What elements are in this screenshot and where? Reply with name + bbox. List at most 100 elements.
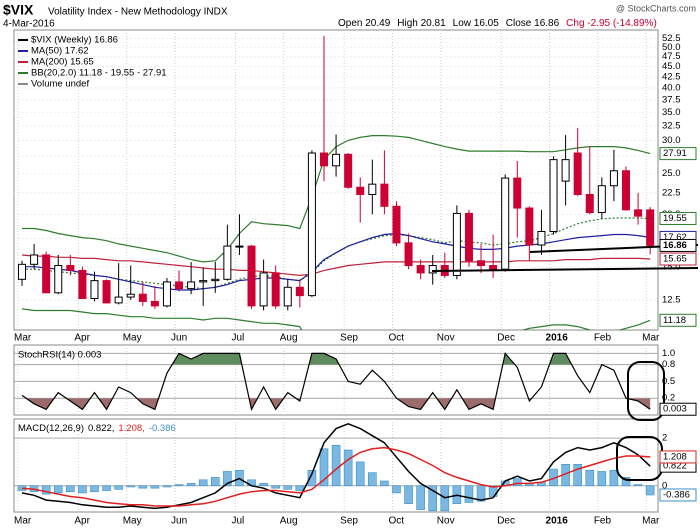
- source-label: @ StockCharts.com: [616, 3, 696, 13]
- candle-body: [609, 170, 618, 187]
- y-tick-label: 37.5: [662, 94, 681, 105]
- value-label: 27.91: [663, 148, 687, 159]
- y-tick-label: 12.5: [662, 294, 681, 305]
- x-tick-label: Mar: [642, 333, 660, 344]
- histogram-bar: [210, 477, 220, 487]
- x-tick-label: Oct: [388, 333, 404, 344]
- candle-body: [235, 245, 244, 248]
- x-tick-label: Mar: [14, 333, 32, 344]
- histogram-bar: [319, 448, 329, 487]
- histogram-bar: [597, 471, 607, 487]
- candle-body: [464, 212, 473, 262]
- candle-body: [646, 209, 655, 246]
- candle-body: [501, 177, 510, 270]
- candle-body: [126, 293, 135, 298]
- value-label: 17.62: [663, 232, 687, 243]
- candle-body: [404, 242, 413, 267]
- value-label: 19.55: [663, 213, 687, 224]
- histogram-bar: [307, 469, 317, 487]
- legend-label: Volume undef: [31, 79, 89, 90]
- y-tick-label: 22.5: [662, 187, 681, 198]
- histogram-bar: [150, 485, 160, 489]
- x-tick-label: Nov: [437, 516, 455, 527]
- histogram-bar: [573, 464, 582, 487]
- x-tick-label: Nov: [437, 333, 455, 344]
- x-tick-label: May: [123, 333, 142, 344]
- candle-body: [150, 300, 159, 307]
- x-tick-label: Oct: [388, 516, 404, 527]
- legend-label: 1.208,: [118, 423, 144, 434]
- histogram-bar: [126, 485, 136, 488]
- value-box: [659, 238, 697, 252]
- x-tick-label: 2016: [546, 516, 569, 527]
- y-tick-label: 0.5: [662, 376, 675, 387]
- candle-body: [561, 159, 570, 182]
- candle-body: [525, 207, 534, 246]
- candle-body: [332, 153, 341, 167]
- x-tick-label: Sep: [340, 333, 358, 344]
- value-label: 16.86: [663, 240, 687, 251]
- highlight-box: [627, 361, 665, 421]
- candle-body: [622, 170, 630, 211]
- y-tick-label: 30.0: [662, 135, 681, 146]
- candle-body: [513, 177, 522, 209]
- candle-body: [259, 272, 268, 307]
- x-tick-label: Jul: [231, 516, 244, 527]
- value-box: [659, 402, 697, 416]
- y-tick-label: 2: [662, 433, 667, 444]
- histogram-bar: [53, 485, 63, 494]
- legend-label: MA(50) 17.62: [31, 46, 89, 57]
- x-tick-label: Sep: [340, 516, 358, 527]
- histogram-bar: [41, 485, 51, 495]
- candle-body: [428, 265, 437, 274]
- quote-close: Close 16.86: [506, 18, 560, 29]
- x-tick-label: Jun: [171, 333, 187, 344]
- histogram-bar: [295, 485, 305, 491]
- histogram-bar: [585, 469, 595, 487]
- histogram-bar: [464, 485, 474, 503]
- histogram-bar: [355, 461, 365, 487]
- x-tick-label: Feb: [594, 333, 612, 344]
- histogram-bar: [380, 480, 389, 487]
- histogram-bar: [609, 469, 619, 487]
- histogram-bar: [633, 484, 643, 487]
- histogram-bar: [404, 485, 413, 504]
- value-box: [659, 450, 697, 464]
- legend-label: BB(20,2.0) 11.18 - 19.55 - 27.91: [31, 68, 167, 79]
- y-tick-label: 0.8: [662, 359, 675, 370]
- candle-body: [320, 152, 328, 167]
- histogram-bar: [138, 485, 148, 489]
- value-box: [659, 252, 697, 266]
- y-tick-label: 15.0: [662, 261, 681, 272]
- histogram-bar: [331, 444, 341, 487]
- histogram-bar: [66, 485, 75, 493]
- bb-lower: [21, 308, 651, 330]
- data-layer: [14, 30, 658, 512]
- candle-body: [138, 293, 147, 302]
- candle-body: [477, 260, 486, 267]
- histogram-bar: [392, 485, 401, 494]
- histogram-bar: [343, 449, 353, 487]
- x-tick-label: 2016: [546, 333, 569, 344]
- candle-body: [271, 272, 280, 307]
- candle-body: [537, 231, 546, 246]
- candle-body: [416, 265, 425, 274]
- macd-line: [21, 422, 651, 510]
- candle-body: [380, 183, 389, 207]
- legend-label: MA(200) 15.65: [31, 57, 94, 68]
- panel-title: MACD(12,26,9) 0.822, 1.208, -0.386: [18, 423, 176, 434]
- candle-body: [211, 278, 220, 282]
- histogram-bar: [198, 479, 208, 487]
- histogram-bar: [416, 485, 425, 510]
- candle-body: [247, 245, 256, 307]
- histogram-bar: [78, 485, 87, 494]
- x-tick-label: Mar: [14, 516, 32, 527]
- value-label: 0.822: [663, 461, 687, 472]
- candle-body: [78, 269, 87, 300]
- y-tick-label: 50.0: [662, 42, 681, 53]
- histogram-bar: [621, 477, 631, 487]
- quote-high: High 20.81: [397, 18, 446, 29]
- candle-body: [295, 286, 304, 297]
- value-label: 0.003: [663, 404, 687, 415]
- y-tick-label: 32.5: [662, 120, 681, 131]
